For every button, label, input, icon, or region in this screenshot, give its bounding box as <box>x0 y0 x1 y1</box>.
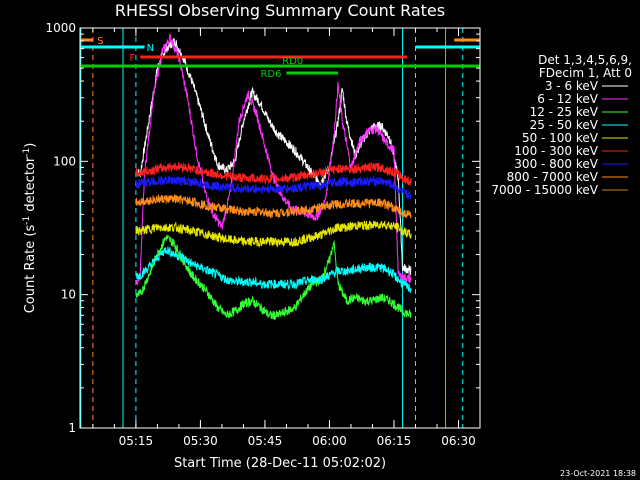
y-tick-label: 1 <box>68 421 76 435</box>
series-line-800to7000keV <box>135 194 412 219</box>
legend-label: 300 - 800 keV <box>514 157 598 171</box>
x-tick-label: 06:15 <box>377 434 412 448</box>
series-line-300to800keV <box>135 174 412 200</box>
legend-label: 12 - 25 keV <box>530 105 599 119</box>
legend-header-line1: Det 1,3,4,5,6,9, <box>538 53 632 67</box>
legend-label: 7000 - 15000 keV <box>491 183 598 197</box>
chart-title: RHESSI Observing Summary Count Rates <box>115 1 445 20</box>
x-tick-label: 06:00 <box>312 434 347 448</box>
state-label-rd0: RD0 <box>282 56 303 67</box>
plot-area <box>135 33 412 320</box>
time-markers <box>80 28 464 428</box>
legend-label: 3 - 6 keV <box>545 79 599 93</box>
y-axis-ticks: 1 10 100 1000 <box>45 21 480 435</box>
x-axis-label: Start Time (28-Dec-11 05:02:02) <box>174 456 386 471</box>
state-label-n: N <box>147 43 154 54</box>
series-line-50to100keV <box>135 220 412 248</box>
state-label-rd6: RD6 <box>260 69 281 80</box>
legend-header-line2: FDecim 1, Att 0 <box>539 66 632 80</box>
y-tick-label: 100 <box>53 154 76 168</box>
legend-label: 50 - 100 keV <box>522 131 599 145</box>
legend-label: 800 - 7000 keV <box>507 170 599 184</box>
legend-label: 6 - 12 keV <box>537 92 599 106</box>
x-tick-label: 06:30 <box>441 434 476 448</box>
y-tick-label: 10 <box>61 288 76 302</box>
legend-label: 25 - 50 keV <box>530 118 599 132</box>
y-axis-label: Count Rate (s-1 detector-1) <box>22 143 38 314</box>
x-axis-ticks: 05:15 05:30 05:45 06:00 06:15 06:30 <box>92 28 481 448</box>
state-label-f: F <box>129 53 135 64</box>
footer-timestamp: 23-Oct-2021 18:38 <box>560 469 636 478</box>
x-tick-label: 05:30 <box>183 434 218 448</box>
series-line-12to25keV <box>135 234 412 320</box>
series-line-25to50keV <box>135 246 412 293</box>
x-tick-label: 05:45 <box>248 434 283 448</box>
state-label-s: S <box>97 36 103 47</box>
x-tick-label: 05:15 <box>119 434 154 448</box>
legend-label: 100 - 300 keV <box>514 144 598 158</box>
y-tick-label: 1000 <box>45 21 76 35</box>
plot-frame <box>79 27 481 429</box>
series-line-100to300keV <box>135 161 412 186</box>
